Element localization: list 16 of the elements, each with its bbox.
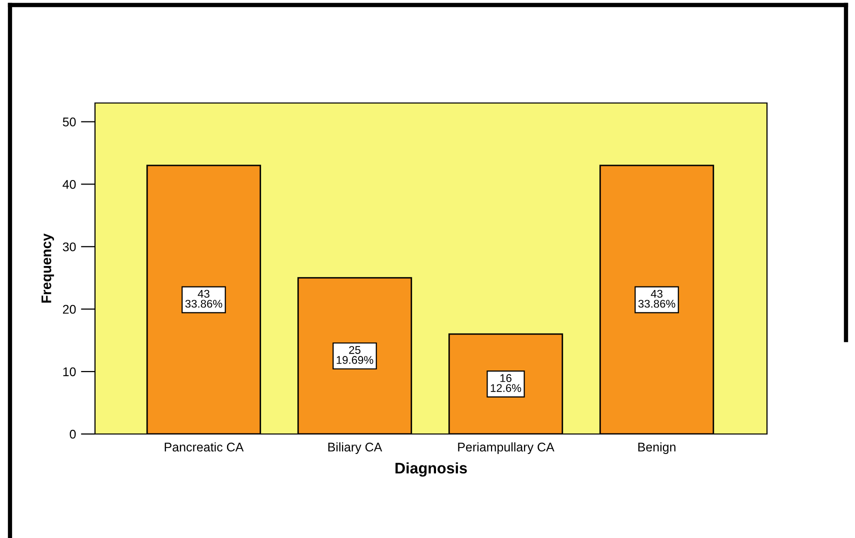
data-label: 43 33.86% xyxy=(185,290,222,308)
x-tick-label: Periampullary CA xyxy=(458,442,554,454)
y-axis-title: Frequency xyxy=(42,233,54,303)
x-tick-label: Benign xyxy=(638,442,676,454)
y-tick-label: 0 xyxy=(70,430,76,439)
x-tick-label: Biliary CA xyxy=(328,442,382,454)
x-axis-title: Diagnosis xyxy=(396,462,467,477)
x-tick-label: Pancreatic CA xyxy=(164,442,244,452)
y-tick-label: 10 xyxy=(63,367,76,376)
y-tick-label: 40 xyxy=(62,180,76,189)
data-label: 16 12.6% xyxy=(490,374,522,392)
y-tick-label: 20 xyxy=(62,304,76,314)
data-label: 43 33.86% xyxy=(638,290,676,308)
y-tick-label: 50 xyxy=(62,118,76,126)
data-label: 25 19.69% xyxy=(336,346,374,364)
y-tick-label: 30 xyxy=(62,242,76,252)
